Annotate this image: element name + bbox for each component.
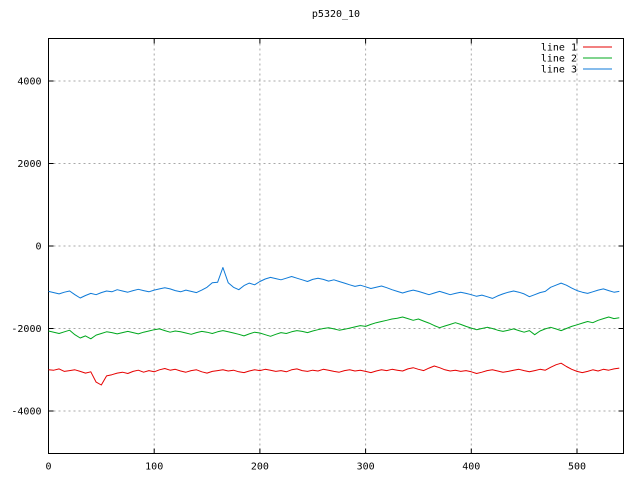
chart-title: p5320_10 [312, 9, 360, 20]
series-2-line [48, 316, 620, 340]
x-tick-label-200: 200 [251, 462, 269, 473]
legend-label-3: line 3 [541, 65, 577, 76]
y-tick-label--4000: -4000 [11, 407, 41, 418]
series-1-line [48, 362, 620, 386]
series-3-line [48, 267, 620, 299]
x-tick-label-300: 300 [357, 462, 375, 473]
y-tick-label-2000: 2000 [17, 159, 41, 170]
y-tick-label-4000: 4000 [17, 76, 41, 87]
x-tick-label-100: 100 [145, 462, 163, 473]
y-tick-label-0: 0 [35, 242, 41, 253]
x-tick-label-0: 0 [45, 462, 51, 473]
x-tick-label-400: 400 [462, 462, 480, 473]
legend-label-2: line 2 [541, 54, 577, 65]
x-tick-label-500: 500 [568, 462, 586, 473]
y-tick-label--2000: -2000 [11, 324, 41, 335]
legend-label-1: line 1 [541, 43, 577, 54]
